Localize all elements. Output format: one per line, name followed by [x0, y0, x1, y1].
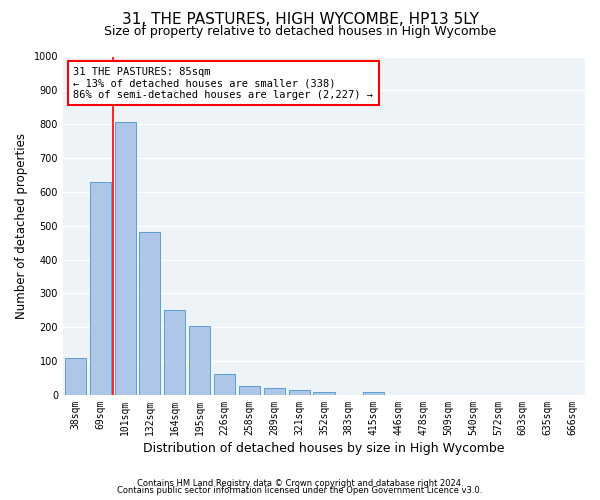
- Text: 31, THE PASTURES, HIGH WYCOMBE, HP13 5LY: 31, THE PASTURES, HIGH WYCOMBE, HP13 5LY: [121, 12, 479, 28]
- Bar: [263, 388, 285, 395]
- Bar: [239, 386, 260, 395]
- Bar: [189, 326, 210, 395]
- Text: 31 THE PASTURES: 85sqm
← 13% of detached houses are smaller (338)
86% of semi-de: 31 THE PASTURES: 85sqm ← 13% of detached…: [73, 66, 373, 100]
- Bar: [65, 358, 86, 395]
- Bar: [289, 390, 310, 395]
- Bar: [313, 392, 335, 395]
- Text: Contains public sector information licensed under the Open Government Licence v3: Contains public sector information licen…: [118, 486, 482, 495]
- Bar: [139, 232, 160, 395]
- Bar: [89, 182, 111, 395]
- Y-axis label: Number of detached properties: Number of detached properties: [15, 132, 28, 318]
- X-axis label: Distribution of detached houses by size in High Wycombe: Distribution of detached houses by size …: [143, 442, 505, 455]
- Text: Size of property relative to detached houses in High Wycombe: Size of property relative to detached ho…: [104, 25, 496, 38]
- Bar: [363, 392, 384, 395]
- Bar: [115, 122, 136, 395]
- Text: Contains HM Land Registry data © Crown copyright and database right 2024.: Contains HM Land Registry data © Crown c…: [137, 478, 463, 488]
- Bar: [214, 374, 235, 395]
- Bar: [164, 310, 185, 395]
